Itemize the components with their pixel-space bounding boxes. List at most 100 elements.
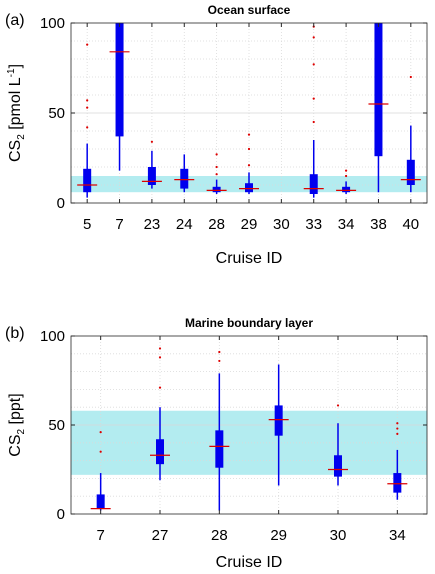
box-28 (206, 153, 227, 194)
y-label-unit: [ppt] (7, 393, 24, 429)
y-tick-label: 100 (40, 15, 65, 32)
outlier-point (344, 174, 348, 178)
outlier-point (396, 422, 399, 425)
outlier-point (99, 450, 102, 453)
outlier-point (344, 169, 348, 172)
y-tick-label: 0 (57, 506, 65, 523)
x-tick-label: 24 (176, 216, 193, 233)
outlier-point (396, 432, 399, 435)
box-body (274, 405, 283, 436)
x-tick-label: 5 (83, 216, 91, 233)
outlier-point (312, 97, 315, 100)
outlier-point (86, 126, 89, 129)
box-body (374, 23, 383, 157)
box-body (83, 168, 92, 193)
x-axis-label: Cruise ID (216, 250, 283, 267)
outlier-point (215, 153, 218, 156)
x-tick-label: 28 (208, 216, 225, 233)
box-29 (268, 364, 289, 486)
y-label-sub: 2 (16, 134, 27, 140)
y-tick-label: 50 (48, 105, 65, 122)
box-body (393, 473, 402, 493)
box-body (215, 430, 224, 468)
panel-ocean-surface: 0 50 100 5 7 23 24 28 29 30 33 34 38 40 Ocean surface (… (5, 3, 428, 267)
box-38 (368, 23, 389, 193)
y-tick-label: 100 (40, 328, 65, 345)
outlier-point (247, 133, 251, 136)
x-tick-label: 30 (330, 527, 347, 544)
box-body (147, 167, 156, 185)
x-tick-label: 34 (338, 216, 355, 233)
grid (71, 336, 427, 514)
x-tick-label: 33 (305, 216, 322, 233)
box-24 (174, 154, 195, 193)
box-27 (150, 347, 170, 481)
box-28 (209, 350, 230, 511)
y-label-end: ] (7, 64, 24, 68)
outlier-point (247, 164, 251, 167)
outlier-point (158, 347, 162, 350)
y-label-unit: [pmol L (7, 77, 24, 134)
outlier-point (336, 404, 340, 407)
box-body (115, 23, 124, 137)
outlier-point (158, 386, 162, 389)
y-axis-label: CS2 [pmol L-1] (6, 64, 27, 162)
y-axis-label: CS2 [ppt] (7, 393, 27, 456)
x-tick-label: 7 (115, 216, 123, 233)
x-tick-label: 40 (402, 216, 419, 233)
outlier-point (86, 99, 89, 102)
y-label-main: CS (7, 140, 24, 162)
box-body (309, 174, 318, 194)
chart-title: Ocean surface (208, 3, 291, 17)
box-body (334, 455, 342, 477)
box-34 (336, 169, 357, 194)
chart-title: Marine boundary layer (185, 316, 313, 330)
y-label-sup: -1 (6, 68, 17, 77)
box-body (180, 168, 189, 189)
box-body (156, 439, 164, 465)
y-label-main: CS (7, 434, 24, 456)
x-tick-label: 34 (389, 527, 406, 544)
box-7 (90, 431, 111, 511)
box-33 (303, 25, 324, 198)
box-7 (109, 23, 130, 171)
x-tick-label: 28 (211, 527, 228, 544)
panel-label: (a) (5, 12, 25, 29)
outlier-point (86, 106, 89, 109)
outlier-point (396, 427, 399, 430)
box-34 (387, 422, 408, 500)
outlier-point (312, 120, 315, 124)
y-label-sub: 2 (16, 428, 27, 434)
box-5 (77, 43, 98, 198)
x-axis-label: Cruise ID (216, 554, 283, 571)
x-tick-label: 29 (241, 216, 258, 233)
y-tick-label: 0 (57, 195, 65, 212)
outlier-point (86, 43, 89, 46)
box-29 (239, 133, 259, 194)
outlier-point (218, 350, 221, 354)
outlier-point (247, 147, 251, 151)
box-30 (328, 404, 348, 486)
outlier-point (215, 165, 218, 169)
box-23 (141, 140, 162, 189)
box-body (342, 186, 351, 193)
box-body (96, 494, 105, 509)
outlier-point (215, 173, 218, 176)
panel-label: (b) (5, 325, 25, 342)
y-tick-label: 50 (48, 417, 65, 434)
outlier-point (218, 359, 221, 363)
x-tick-label: 27 (152, 527, 169, 544)
box-40 (400, 75, 421, 193)
box-body (212, 186, 221, 193)
outlier-point (99, 431, 102, 434)
outlier-point (312, 36, 315, 39)
outlier-point (409, 75, 412, 79)
outlier-point (150, 140, 154, 143)
x-tick-label: 38 (370, 216, 387, 233)
box-body (406, 159, 415, 185)
x-tick-label: 29 (270, 527, 287, 544)
panel-marine-boundary-layer: 0 50 100 7 27 28 29 30 34 Marine boundary layer (b… (5, 316, 428, 571)
outlier-point (158, 356, 162, 359)
x-tick-label: 30 (273, 216, 290, 233)
